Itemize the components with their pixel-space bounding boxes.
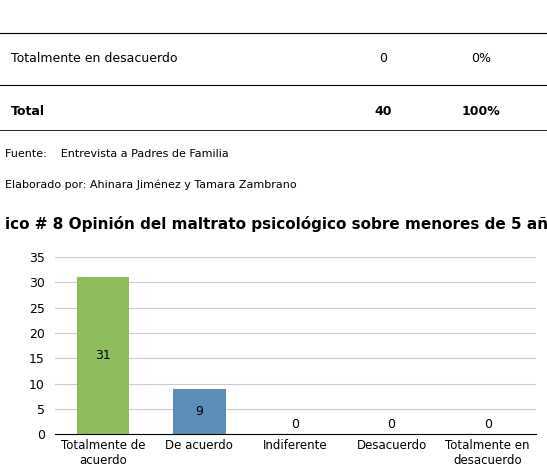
Bar (173, 389, 226, 434)
Text: 0%: 0% (472, 52, 491, 65)
Text: 100%: 100% (462, 105, 501, 118)
Text: 31: 31 (95, 349, 111, 362)
Text: 0: 0 (379, 52, 387, 65)
Text: ico # 8 Opinión del maltrato psicológico sobre menores de 5 año: ico # 8 Opinión del maltrato psicológico… (5, 216, 547, 232)
Text: 0: 0 (484, 418, 492, 431)
Text: Elaborado por: Ahinara Jiménez y Tamara Zambrano: Elaborado por: Ahinara Jiménez y Tamara … (5, 179, 297, 190)
Text: 9: 9 (195, 405, 203, 418)
Text: 0: 0 (388, 418, 395, 431)
Text: 0: 0 (292, 418, 299, 431)
Text: 40: 40 (374, 105, 392, 118)
Text: Totalmente en desacuerdo: Totalmente en desacuerdo (11, 52, 177, 65)
Text: Fuente:    Entrevista a Padres de Familia: Fuente: Entrevista a Padres de Familia (5, 149, 229, 159)
Text: Total: Total (11, 105, 45, 118)
Bar (77, 277, 130, 434)
